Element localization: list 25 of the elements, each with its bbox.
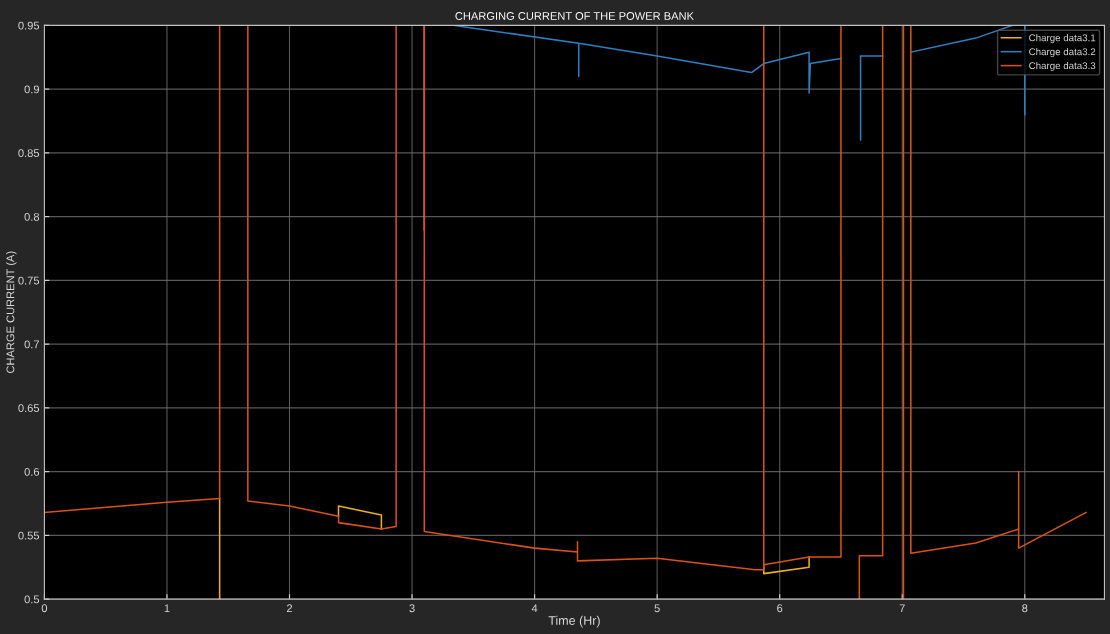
x-tick-label: 4 <box>531 604 538 613</box>
y-tick-label: 0.8 <box>24 212 40 221</box>
x-tick-label: 1 <box>164 604 170 613</box>
x-tick-label: 0 <box>41 604 48 613</box>
y-tick-label: 0.85 <box>18 149 40 157</box>
legend-label: Charge data3.3 <box>1029 61 1096 72</box>
y-tick-label: 0.7 <box>24 340 39 349</box>
x-tick-label: 3 <box>409 604 415 613</box>
y-tick-label: 0.9 <box>24 85 40 94</box>
x-tick-label: 2 <box>286 604 293 613</box>
y-tick-label: 0.5 <box>24 595 40 604</box>
legend-label: Charge data3.1 <box>1029 34 1096 44</box>
x-tick-label: 7 <box>899 604 905 613</box>
x-tick-label: 6 <box>777 604 783 613</box>
legend-label: Charge data3.2 <box>1029 48 1096 58</box>
y-tick-label: 0.65 <box>18 404 40 413</box>
y-tick-label: 0.95 <box>18 21 40 30</box>
y-tick-label: 0.75 <box>18 276 40 285</box>
y-tick-label: 0.55 <box>18 531 40 540</box>
x-tick-label: 5 <box>654 604 660 613</box>
y-tick-label: 0.6 <box>24 467 40 476</box>
y-axis-title: CHARGE CURRENT (A) <box>6 251 17 373</box>
x-axis-title: Time (Hr) <box>548 615 600 628</box>
x-tick-label: 8 <box>1022 604 1028 613</box>
chart-title: CHARGING CURRENT OF THE POWER BANK <box>455 12 694 20</box>
